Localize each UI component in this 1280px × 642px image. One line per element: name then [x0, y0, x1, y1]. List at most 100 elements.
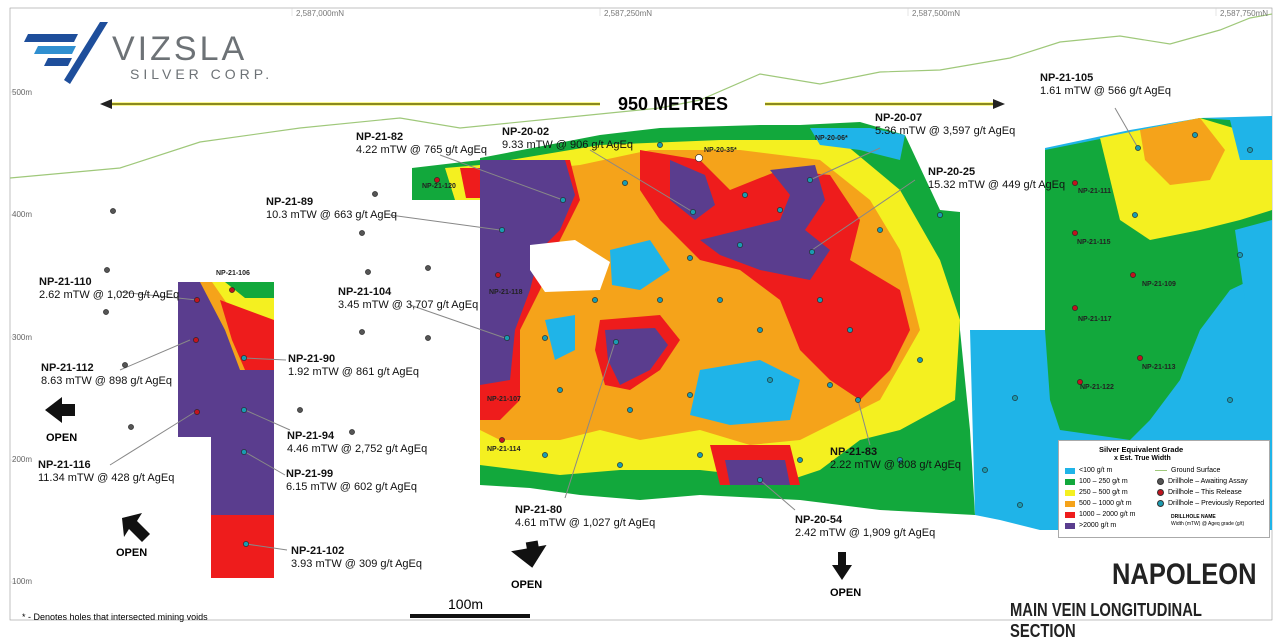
- hole-tag: NP-21-107: [487, 396, 521, 403]
- intercept-label: NP-21-110 2.62 mTW @ 1,020 g/t AgEq: [39, 276, 179, 301]
- intercept-value: 15.32 mTW @ 449 g/t AgEq: [928, 178, 1066, 191]
- intercept-label: NP-21-116 11.34 mTW @ 428 g/t AgEq: [38, 459, 174, 484]
- open-arrows: [45, 397, 852, 580]
- grade-label: <100 g/t m: [1079, 467, 1113, 474]
- legend-drill-row: Drillhole – This Release: [1157, 489, 1242, 496]
- grade-swatch: [1065, 478, 1075, 485]
- hole-tag: NP-20-35*: [704, 147, 737, 154]
- grade-label: 100 – 250 g/t m: [1079, 478, 1128, 485]
- elevation-label: 200m: [12, 455, 33, 464]
- intercept-value: 4.61 mTW @ 1,027 g/t AgEq: [515, 516, 656, 529]
- northing-label: 2,587,500mN: [912, 9, 961, 18]
- intercept-value: 6.15 mTW @ 602 g/t AgEq: [286, 480, 418, 493]
- map-canvas: [9, 7, 1273, 621]
- hole-id: NP-21-116: [38, 459, 91, 471]
- legend-note: DRILLHOLE NAME: [1171, 514, 1216, 520]
- hole-tag: NP-21-113: [1142, 364, 1176, 371]
- intercept-label: NP-21-82 4.22 mTW @ 765 g/t AgEq: [356, 131, 487, 156]
- intercept-label: NP-21-105 1.61 mTW @ 566 g/t AgEq: [1040, 72, 1171, 97]
- hole-id: NP-21-89: [266, 196, 314, 208]
- intercept-value: 2.42 mTW @ 1,909 g/t AgEq: [795, 526, 936, 539]
- leader-lines: [109, 107, 1139, 551]
- intercept-label: NP-20-07 5.36 mTW @ 3,597 g/t AgEq: [875, 112, 1015, 137]
- intercept-label: NP-21-94 4.46 mTW @ 2,752 g/t AgEq: [287, 430, 427, 455]
- section-map: VIZSLA SILVER CORP. 2,587,000mN 2,587,25…: [9, 7, 1273, 641]
- hole-id: NP-21-90: [288, 353, 336, 365]
- main-vein-body: [412, 122, 975, 515]
- intercept-value: 1.61 mTW @ 566 g/t AgEq: [1040, 84, 1172, 97]
- intercept-value: 3.45 mTW @ 3,707 g/t AgEq: [338, 298, 479, 311]
- drill-label: Drillhole – This Release: [1168, 489, 1242, 496]
- northing-label: 2,587,250mN: [604, 9, 653, 18]
- legend-grade-row: >2000 g/t m: [1065, 522, 1116, 529]
- legend-note: Width (mTW) @ Ageq grade (g/t): [1171, 521, 1245, 527]
- ground-line-swatch: [1155, 470, 1167, 471]
- scale-bar: [410, 614, 530, 618]
- northing-label: 2,587,750mN: [1220, 9, 1269, 18]
- intercept-value: 2.62 mTW @ 1,020 g/t AgEq: [39, 288, 180, 301]
- section-title: NAPOLEON: [1112, 558, 1257, 591]
- elevation-label: 500m: [12, 88, 33, 97]
- hole-id: NP-20-02: [502, 126, 550, 138]
- hole-tag: NP-21-106: [216, 270, 250, 277]
- legend-title: Silver Equivalent Grade: [1099, 445, 1184, 454]
- logo-wordmark: VIZSLA: [112, 30, 248, 68]
- hole-id: NP-21-82: [356, 131, 404, 143]
- hole-id: NP-21-99: [286, 468, 334, 480]
- grade-label: 250 – 500 g/t m: [1079, 489, 1128, 496]
- intercept-value: 11.34 mTW @ 428 g/t AgEq: [38, 471, 175, 484]
- drill-label: Drillhole – Awaiting Assay: [1168, 478, 1248, 485]
- grade-swatch: [1065, 500, 1075, 507]
- drill-dot: [1157, 500, 1164, 507]
- width-label: 950 METRES: [618, 94, 729, 114]
- scale-label: 100m: [448, 596, 484, 612]
- grade-label: 500 – 1000 g/t m: [1079, 500, 1132, 507]
- hole-tag: NP-20-06*: [815, 135, 848, 142]
- intercept-value: 2.22 mTW @ 808 g/t AgEq: [830, 458, 962, 471]
- ground-label: Ground Surface: [1171, 467, 1221, 474]
- drill-dot: [1157, 489, 1164, 496]
- intercept-value: 3.93 mTW @ 309 g/t AgEq: [291, 557, 423, 570]
- legend-grade-row: 1000 – 2000 g/t m: [1065, 511, 1135, 518]
- hole-id: NP-20-54: [795, 514, 843, 526]
- intercept-label: NP-21-80 4.61 mTW @ 1,027 g/t AgEq: [515, 504, 655, 529]
- intercept-label: NP-21-104 3.45 mTW @ 3,707 g/t AgEq: [338, 286, 478, 311]
- hole-id: NP-21-105: [1040, 72, 1094, 84]
- open-label: OPEN: [116, 547, 148, 559]
- northing-label: 2,587,000mN: [296, 9, 345, 18]
- drillhole-points: [103, 132, 1253, 547]
- intercept-label: NP-21-83 2.22 mTW @ 808 g/t AgEq: [830, 446, 961, 471]
- grade-swatch: [1065, 489, 1075, 496]
- hole-id: NP-21-110: [39, 276, 92, 288]
- drill-label: Drillhole – Previously Reported: [1168, 500, 1265, 507]
- legend-grade-row: 500 – 1000 g/t m: [1065, 500, 1132, 507]
- hole-tag: NP-21-120: [422, 183, 456, 190]
- intercept-label: NP-20-54 2.42 mTW @ 1,909 g/t AgEq: [795, 514, 935, 539]
- ground-surface-line: [9, 13, 1273, 179]
- intercept-label: NP-21-112 8.63 mTW @ 898 g/t AgEq: [41, 362, 172, 387]
- hole-id: NP-20-25: [928, 166, 976, 178]
- hole-tag: NP-21-118: [489, 289, 523, 296]
- open-label: OPEN: [511, 579, 543, 591]
- elevation-label: 300m: [12, 333, 33, 342]
- grade-swatch: [1065, 511, 1075, 518]
- width-arrows: [100, 99, 1005, 109]
- intercept-label: NP-20-25 15.32 mTW @ 449 g/t AgEq: [928, 166, 1065, 191]
- hole-id: NP-21-102: [291, 545, 345, 557]
- left-vein-block: [178, 282, 274, 578]
- vizsla-logo-mark: [24, 22, 108, 84]
- hole-tag: NP-21-122: [1080, 384, 1114, 391]
- hole-id: NP-21-94: [287, 430, 335, 442]
- open-label: OPEN: [830, 587, 862, 599]
- hole-id: NP-21-83: [830, 446, 878, 458]
- intercept-value: 10.3 mTW @ 663 g/t AgEq: [266, 208, 398, 221]
- intercept-value: 8.63 mTW @ 898 g/t AgEq: [41, 374, 173, 387]
- elevation-label: 100m: [12, 577, 33, 586]
- intercept-label: NP-20-02 9.33 mTW @ 906 g/t AgEq: [502, 126, 633, 151]
- legend-grade-row: 250 – 500 g/t m: [1065, 489, 1128, 496]
- legend-drill-row: Drillhole – Previously Reported: [1157, 500, 1264, 507]
- hole-id: NP-21-80: [515, 504, 563, 516]
- intercept-label: NP-21-102 3.93 mTW @ 309 g/t AgEq: [291, 545, 422, 570]
- grade-label: 1000 – 2000 g/t m: [1079, 511, 1136, 518]
- section-subtitle: MAIN VEIN LONGITUDINAL SECTION: [1010, 600, 1202, 641]
